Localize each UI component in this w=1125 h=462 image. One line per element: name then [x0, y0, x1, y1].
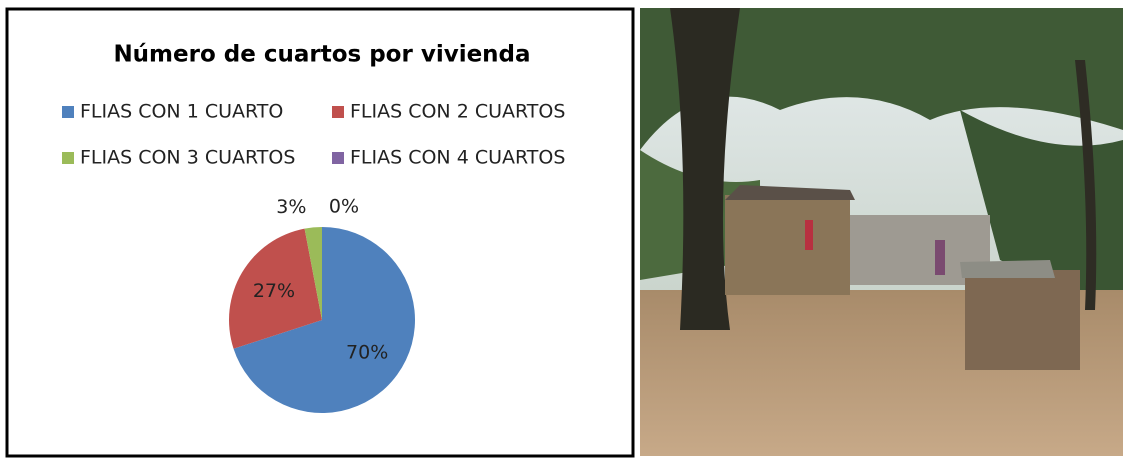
- pie-chart: FLIAS CON 1 CUARTO FLIAS CON 2 CUARTOS FLI…: [62, 101, 565, 413]
- data-label: 70%: [346, 341, 388, 363]
- data-label: 3%: [276, 196, 306, 218]
- legend-label: FLIAS CON 4 CUARTOS: [350, 147, 565, 169]
- tree-trunk: [670, 8, 740, 330]
- photo: [640, 8, 1123, 456]
- shed-roof: [960, 260, 1055, 278]
- legend-label: FLIAS CON 2 CUARTOS: [350, 101, 565, 123]
- pie-slice: [229, 228, 322, 349]
- legend-label: FLIAS CON 1 CUARTO: [80, 101, 283, 123]
- shed: [965, 270, 1080, 370]
- hut: [725, 195, 850, 295]
- tree-trunk: [1075, 60, 1097, 310]
- canopy: [640, 8, 1123, 150]
- data-label: 27%: [253, 280, 295, 302]
- pie-slice: [304, 227, 322, 320]
- legend-swatch: [62, 106, 74, 118]
- laundry-item: [935, 240, 945, 275]
- chart-title: Número de cuartos por vivienda: [113, 42, 530, 68]
- hut-roof: [725, 185, 855, 200]
- data-label: 0%: [329, 196, 359, 218]
- pie-slice: [233, 227, 415, 413]
- foliage: [960, 110, 1123, 300]
- legend-swatch: [332, 106, 344, 118]
- laundry-item: [805, 220, 813, 250]
- legend-label: FLIAS CON 3 CUARTOS: [80, 147, 295, 169]
- legend-swatch: [332, 152, 344, 164]
- legend-swatch: [62, 152, 74, 164]
